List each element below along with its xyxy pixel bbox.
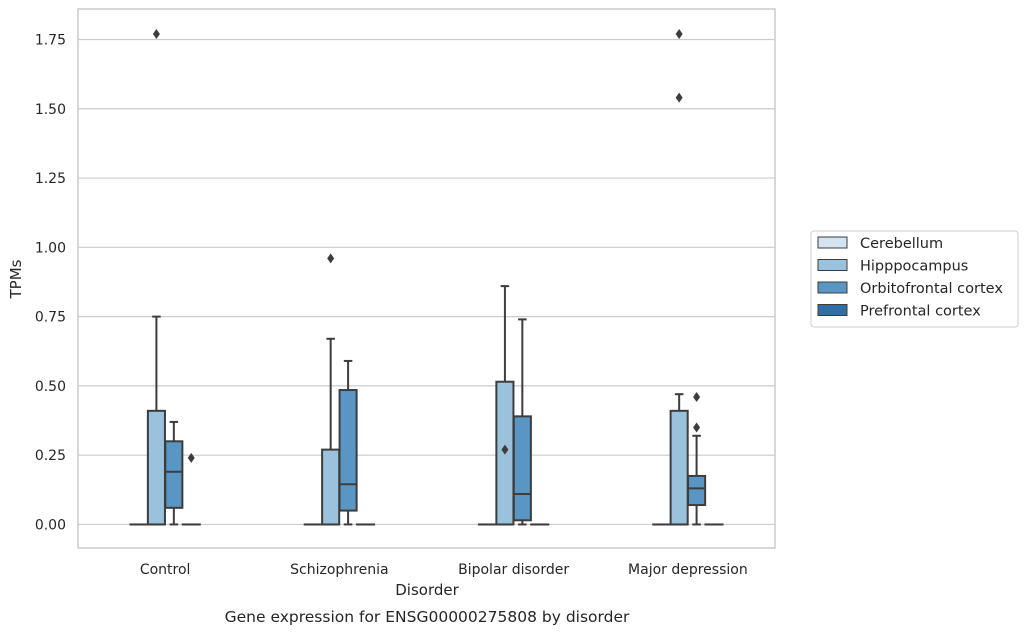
y-tick-label: 1.75 — [35, 32, 66, 48]
boxes — [130, 29, 722, 525]
box — [322, 450, 339, 525]
y-tick-label: 1.50 — [35, 102, 66, 118]
y-tick-label: 0.50 — [35, 379, 66, 395]
outlier-point — [327, 253, 334, 263]
y-axis-ticks: 0.00 0.25 0.50 0.75 1.00 1.25 1.50 1.75 — [35, 32, 66, 533]
outlier-point — [153, 29, 160, 39]
box — [688, 476, 705, 505]
box-group — [688, 392, 705, 524]
box — [148, 411, 165, 525]
legend-label: Cerebellum — [860, 236, 943, 252]
x-axis-ticks: Control Schizophrenia Bipolar disorder Majo… — [140, 562, 748, 578]
outlier-point — [188, 453, 195, 463]
box-group — [496, 286, 513, 524]
legend-label: Prefrontal cortex — [860, 304, 981, 320]
box-group — [322, 253, 339, 524]
y-axis-title: TPMs — [7, 259, 25, 299]
x-tick-label: Schizophrenia — [290, 562, 388, 578]
box — [165, 441, 182, 508]
box-group — [671, 29, 688, 525]
legend-label: Hipppocampus — [860, 259, 968, 275]
legend-swatch — [818, 260, 847, 271]
legend-label: Orbitofrontal cortex — [860, 281, 1003, 297]
x-axis-title: Disorder — [395, 581, 459, 599]
chart-caption: Gene expression for ENSG00000275808 by d… — [225, 608, 630, 626]
y-tick-label: 0.00 — [35, 517, 66, 533]
box — [340, 390, 357, 511]
outlier-point — [676, 29, 683, 39]
y-tick-label: 0.75 — [35, 310, 66, 326]
legend: Cerebellum Hipppocampus Orbitofrontal cort… — [811, 231, 1018, 327]
y-tick-label: 1.25 — [35, 171, 66, 187]
x-tick-label: Control — [140, 562, 191, 578]
box-group — [148, 29, 165, 525]
box — [514, 416, 531, 520]
y-tick-label: 1.00 — [35, 240, 66, 256]
x-tick-label: Bipolar disorder — [458, 562, 569, 578]
box-group — [183, 453, 200, 525]
legend-swatch — [818, 237, 847, 248]
x-tick-label: Major depression — [628, 562, 748, 578]
outlier-point — [693, 422, 700, 432]
y-tick-label: 0.25 — [35, 448, 66, 464]
box-group — [165, 422, 182, 525]
outlier-point — [693, 392, 700, 402]
outlier-point — [676, 93, 683, 103]
box-group — [514, 319, 531, 524]
legend-swatch — [818, 305, 847, 316]
box — [671, 411, 688, 525]
legend-swatch — [818, 282, 847, 293]
